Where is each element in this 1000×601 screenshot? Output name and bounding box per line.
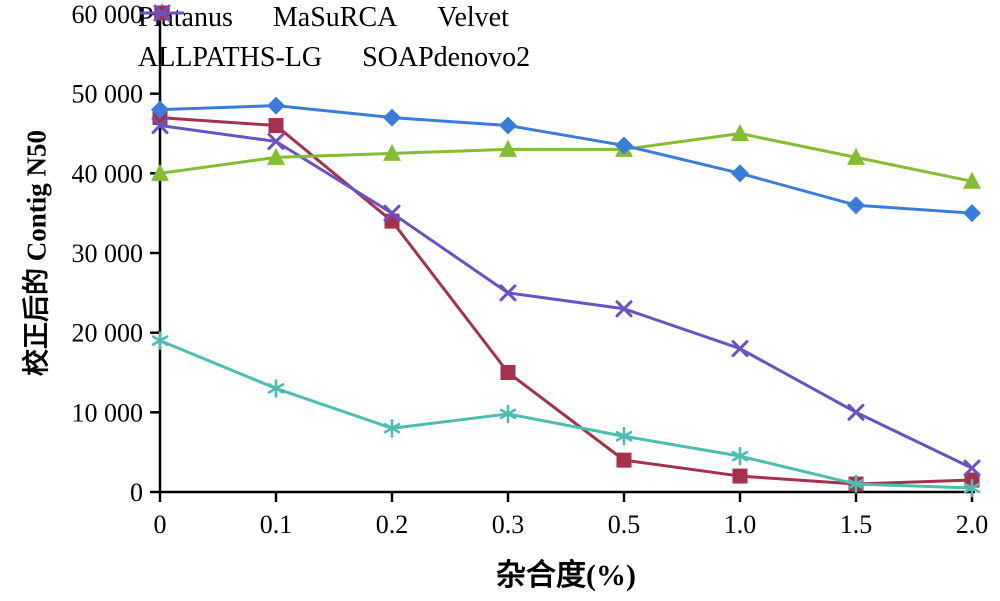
x-marker-icon	[267, 132, 285, 150]
x-marker-icon	[731, 340, 749, 358]
diamond-marker-icon	[383, 108, 401, 127]
y-tick-label: 60 000	[72, 0, 144, 29]
legend-label: MaSuRCA	[272, 2, 398, 33]
x-tick-label: 0.5	[608, 510, 641, 539]
y-tick-label: 10 000	[72, 398, 144, 427]
square-marker-icon	[732, 468, 748, 484]
legend-row: ALLPATHS-LG SOAPdenovo2	[138, 4, 531, 74]
series-line	[158, 339, 974, 490]
legend-label: ALLPATHS-LG	[138, 42, 323, 73]
series-line	[158, 116, 974, 486]
series-velvet	[151, 331, 981, 498]
y-tick-label: 0	[130, 478, 143, 507]
x-tick-label: 1.5	[840, 510, 873, 539]
x-tick-label: 0	[154, 510, 167, 539]
triangle-marker-icon	[731, 124, 749, 141]
square-marker-icon	[616, 452, 632, 468]
diamond-marker-icon	[151, 100, 169, 119]
legend-item-allpaths-lg: ALLPATHS-LG	[138, 5, 323, 74]
series-line	[158, 132, 974, 183]
triangle-marker-icon	[267, 147, 285, 165]
y-tick-label: 30 000	[72, 239, 144, 268]
x-marker-icon	[499, 284, 517, 302]
legend-label: Platanus	[138, 2, 233, 33]
asterisk-marker-icon	[267, 379, 285, 398]
legend-marker-icon	[140, 4, 184, 22]
x-marker-icon	[383, 204, 401, 222]
diamond-marker-icon	[731, 164, 749, 183]
diamond-marker-icon	[615, 136, 633, 155]
x-tick-label: 0.1	[260, 510, 293, 539]
x-marker-icon	[847, 403, 865, 421]
triangle-marker-icon	[151, 163, 169, 181]
x-marker-icon	[151, 117, 169, 135]
x-marker-icon	[615, 300, 633, 318]
legend-item-velvet: Velvet	[140, 2, 509, 34]
legend: Platanus MaSuRCA Velvet ALLPATHS-LG SOAPdeno…	[138, 2, 530, 74]
y-axis-title: 校正后的 Contig N50	[21, 129, 52, 377]
triangle-marker-icon	[963, 171, 981, 189]
asterisk-marker-icon	[499, 404, 517, 424]
asterisk-marker-icon	[731, 446, 749, 466]
series-platanus	[151, 96, 981, 223]
x-tick-label: 0.2	[376, 510, 409, 539]
x-tick-label: 2.0	[956, 510, 989, 539]
diamond-marker-icon	[499, 116, 517, 135]
x-marker-icon	[963, 459, 981, 477]
legend-label: Velvet	[437, 2, 509, 33]
asterisk-marker-icon	[615, 426, 633, 446]
legend-label: SOAPdenovo2	[362, 42, 531, 73]
asterisk-marker-icon	[383, 418, 401, 438]
asterisk-marker-icon	[963, 478, 981, 498]
diamond-marker-icon	[847, 196, 865, 215]
asterisk-marker-icon	[151, 331, 169, 350]
diamond-marker-icon	[963, 204, 981, 223]
x-tick-label: 0.3	[492, 510, 525, 539]
series-line	[158, 124, 974, 470]
square-marker-icon	[500, 365, 516, 380]
legend-item-masurca: MaSuRCA	[140, 2, 398, 34]
y-tick-label: 20 000	[72, 319, 144, 348]
triangle-marker-icon	[499, 139, 517, 157]
legend-row: Platanus MaSuRCA Velvet	[138, 2, 530, 34]
series-soapdenovo2	[151, 117, 981, 477]
square-marker-icon	[268, 118, 284, 134]
legend-item-soapdenovo2: SOAPdenovo2	[140, 4, 531, 74]
asterisk-marker-icon	[847, 474, 865, 494]
y-tick-label: 40 000	[72, 159, 144, 188]
triangle-marker-icon	[383, 143, 401, 161]
y-tick-label: 50 000	[72, 80, 144, 109]
series-line	[158, 104, 974, 215]
x-tick-label: 1.0	[724, 510, 757, 539]
diamond-marker-icon	[267, 96, 285, 115]
x-axis-title: 杂合度(%)	[496, 559, 636, 592]
x-marker-icon	[153, 4, 171, 22]
triangle-marker-icon	[847, 147, 865, 165]
series-masurca	[151, 124, 981, 189]
